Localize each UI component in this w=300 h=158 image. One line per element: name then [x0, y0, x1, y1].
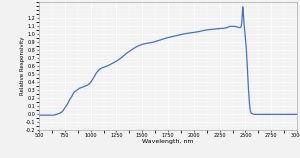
X-axis label: Wavelength, nm: Wavelength, nm [142, 139, 194, 144]
Y-axis label: Relative Responsivity: Relative Responsivity [20, 36, 25, 95]
